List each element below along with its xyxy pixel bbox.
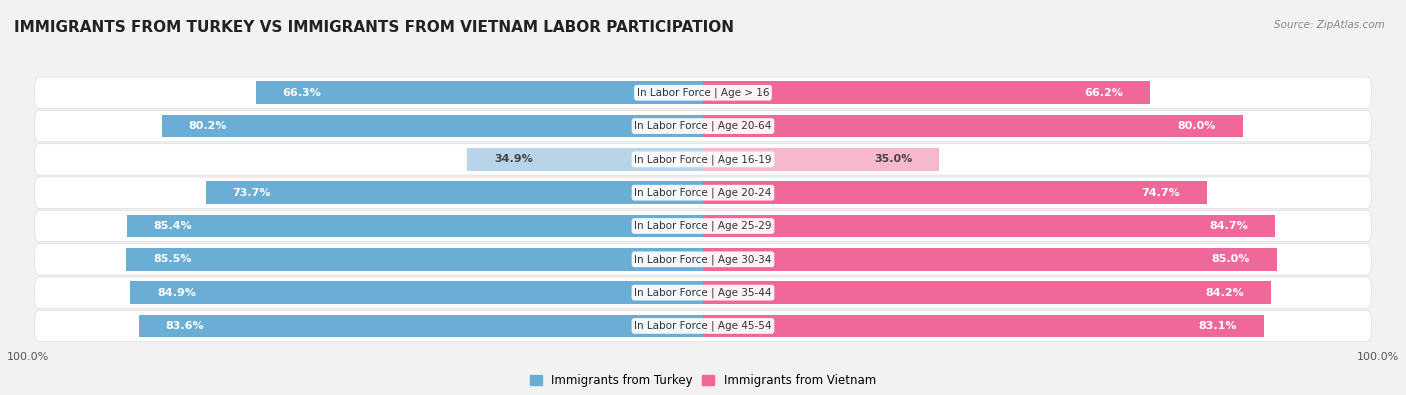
Text: 84.7%: 84.7% bbox=[1209, 221, 1247, 231]
Bar bbox=[703, 81, 1150, 104]
FancyBboxPatch shape bbox=[35, 77, 1371, 108]
Text: Source: ZipAtlas.com: Source: ZipAtlas.com bbox=[1274, 20, 1385, 30]
Text: 85.0%: 85.0% bbox=[1212, 254, 1250, 264]
Text: In Labor Force | Age 30-34: In Labor Force | Age 30-34 bbox=[634, 254, 772, 265]
Text: 73.7%: 73.7% bbox=[232, 188, 271, 198]
Bar bbox=[127, 248, 703, 271]
FancyBboxPatch shape bbox=[35, 111, 1371, 142]
Text: 84.2%: 84.2% bbox=[1205, 288, 1244, 298]
Text: 74.7%: 74.7% bbox=[1142, 188, 1180, 198]
Bar bbox=[703, 115, 1243, 137]
Text: In Labor Force | Age 45-54: In Labor Force | Age 45-54 bbox=[634, 321, 772, 331]
Text: 83.1%: 83.1% bbox=[1198, 321, 1237, 331]
Text: 80.0%: 80.0% bbox=[1178, 121, 1216, 131]
Text: In Labor Force | Age 25-29: In Labor Force | Age 25-29 bbox=[634, 221, 772, 231]
FancyBboxPatch shape bbox=[35, 211, 1371, 242]
FancyBboxPatch shape bbox=[35, 144, 1371, 175]
Text: In Labor Force | Age > 16: In Labor Force | Age > 16 bbox=[637, 88, 769, 98]
Text: In Labor Force | Age 20-64: In Labor Force | Age 20-64 bbox=[634, 121, 772, 131]
Text: 83.6%: 83.6% bbox=[166, 321, 204, 331]
Bar bbox=[127, 214, 703, 237]
FancyBboxPatch shape bbox=[35, 277, 1371, 308]
Bar bbox=[703, 214, 1275, 237]
Bar bbox=[256, 81, 703, 104]
Bar bbox=[703, 281, 1271, 304]
Text: 66.3%: 66.3% bbox=[283, 88, 322, 98]
Text: 80.2%: 80.2% bbox=[188, 121, 228, 131]
Bar bbox=[205, 181, 703, 204]
Text: 34.9%: 34.9% bbox=[495, 154, 533, 164]
Bar bbox=[129, 281, 703, 304]
Text: 66.2%: 66.2% bbox=[1084, 88, 1123, 98]
Bar bbox=[703, 148, 939, 171]
Bar bbox=[467, 148, 703, 171]
Bar bbox=[139, 315, 703, 337]
Text: In Labor Force | Age 20-24: In Labor Force | Age 20-24 bbox=[634, 188, 772, 198]
Text: In Labor Force | Age 16-19: In Labor Force | Age 16-19 bbox=[634, 154, 772, 165]
Legend: Immigrants from Turkey, Immigrants from Vietnam: Immigrants from Turkey, Immigrants from … bbox=[526, 369, 880, 391]
FancyBboxPatch shape bbox=[35, 310, 1371, 342]
Text: 35.0%: 35.0% bbox=[875, 154, 912, 164]
Bar bbox=[162, 115, 703, 137]
FancyBboxPatch shape bbox=[35, 177, 1371, 208]
Text: 84.9%: 84.9% bbox=[157, 288, 195, 298]
FancyBboxPatch shape bbox=[35, 244, 1371, 275]
Bar bbox=[703, 248, 1277, 271]
Bar bbox=[703, 315, 1264, 337]
Text: 85.4%: 85.4% bbox=[153, 221, 193, 231]
Text: In Labor Force | Age 35-44: In Labor Force | Age 35-44 bbox=[634, 288, 772, 298]
Text: 85.5%: 85.5% bbox=[153, 254, 191, 264]
Text: IMMIGRANTS FROM TURKEY VS IMMIGRANTS FROM VIETNAM LABOR PARTICIPATION: IMMIGRANTS FROM TURKEY VS IMMIGRANTS FRO… bbox=[14, 20, 734, 35]
Bar bbox=[703, 181, 1208, 204]
